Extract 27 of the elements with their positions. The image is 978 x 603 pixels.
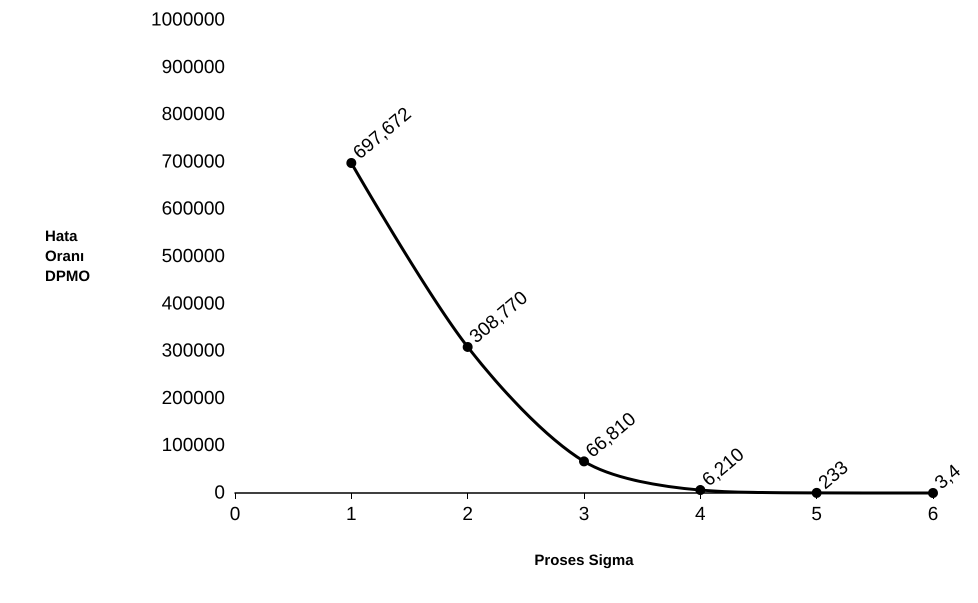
x-tick-label: 2 <box>462 504 473 525</box>
x-tick-label: 3 <box>578 504 590 525</box>
point <box>579 456 589 466</box>
x-tick-label: 0 <box>230 504 240 525</box>
y-axis-title: Hata Oranı DPMO <box>45 228 90 285</box>
x-tick-label: 5 <box>811 504 822 525</box>
y-tick-label: 0 <box>214 482 225 504</box>
point <box>346 158 356 168</box>
x-tick-label: 1 <box>346 504 357 525</box>
y-tick-label: 700000 <box>162 151 225 172</box>
point <box>695 485 706 496</box>
y-tick-label: 200000 <box>162 388 225 409</box>
y-tick-label: 400000 <box>162 293 225 314</box>
x-axis-title: Proses Sigma <box>534 552 634 569</box>
y-tick-label: 900000 <box>162 56 225 78</box>
y-tick-label: 100000 <box>162 435 225 456</box>
data-label: 233 <box>814 457 853 494</box>
y-tick-label: 300000 <box>162 340 225 362</box>
y-tick-label: 500000 <box>162 246 225 267</box>
x-tick-label: 4 <box>695 504 706 525</box>
y-tick-label: 600000 <box>162 198 225 220</box>
y-tick-label: 800000 <box>162 104 225 126</box>
point <box>462 342 473 352</box>
point <box>812 488 822 498</box>
x-tick-label: 6 <box>928 504 938 525</box>
y-tick-label: 1000000 <box>151 10 225 30</box>
data-label: 3,4 <box>931 460 966 494</box>
